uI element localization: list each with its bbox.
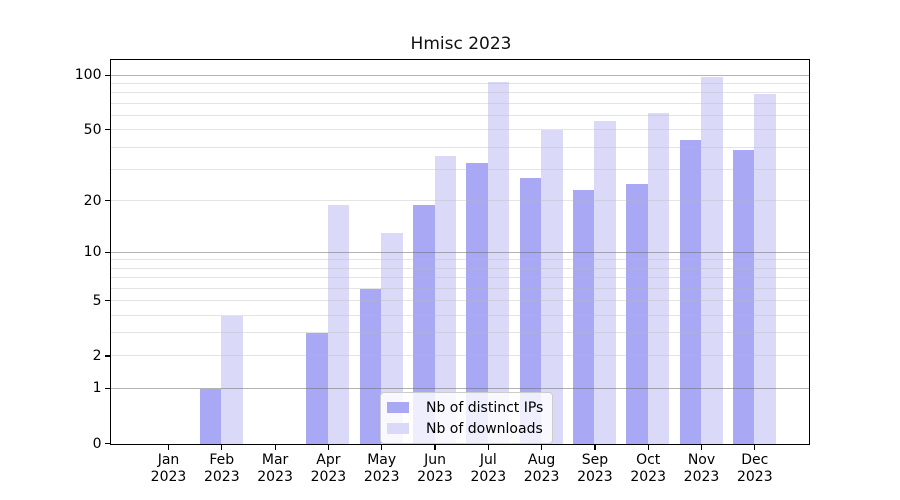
y-gridline-50 (111, 129, 809, 131)
y-gridline-100 (111, 74, 809, 76)
y-gridline-30 (111, 168, 809, 170)
bar-downloads-may (381, 233, 403, 444)
legend-item-downloads: Nb of downloads (387, 419, 543, 438)
y-tick-label-2: 2 (92, 347, 102, 364)
y-gridline-6 (111, 287, 809, 289)
bar-downloads-nov (701, 77, 723, 444)
y-tick-20 (104, 199, 110, 202)
x-tick-label-dec: Dec 2023 (736, 451, 773, 486)
bar-downloads-jun (434, 155, 456, 444)
bar-downloads-aug (541, 130, 563, 444)
x-tick-label-apr: Apr 2023 (310, 451, 347, 486)
x-tick-label-jun: Jun 2023 (417, 451, 453, 486)
x-tick-jan (167, 445, 170, 450)
y-tick-label-10: 10 (83, 244, 102, 261)
y-tick-2 (104, 355, 110, 357)
bar-downloads-sep (594, 121, 616, 444)
bar-downloads-dec (754, 94, 776, 444)
y-tick-label-20: 20 (83, 192, 102, 209)
y-tick-100 (104, 74, 110, 76)
bar-distinct-ips-aug (519, 178, 542, 444)
y-tick-label-100: 100 (74, 67, 102, 84)
bar-distinct-ips-dec (732, 149, 755, 444)
legend-swatch-distinct-ips (387, 402, 409, 413)
y-tick-0 (104, 442, 110, 445)
legend-swatch-downloads (387, 423, 409, 434)
legend-item-distinct-ips: Nb of distinct IPs (387, 398, 543, 417)
y-gridline-90 (111, 83, 809, 85)
y-gridline-40 (111, 146, 809, 148)
y-tick-label-5: 5 (92, 292, 102, 309)
y-gridline-2 (111, 355, 809, 357)
y-gridline-1 (111, 387, 809, 389)
legend-label-distinct-ips: Nb of distinct IPs (426, 399, 544, 416)
bar-downloads-apr (327, 204, 350, 444)
bar-distinct-ips-sep (572, 190, 595, 444)
bar-distinct-ips-nov (679, 140, 701, 444)
y-gridline-10 (111, 251, 809, 253)
x-tick-label-nov: Nov 2023 (683, 451, 720, 486)
y-tick-5 (104, 299, 110, 302)
legend-label-downloads: Nb of downloads (426, 420, 543, 437)
y-gridline-20 (111, 200, 809, 202)
bar-distinct-ips-apr (306, 333, 328, 444)
chart-title: Hmisc 2023 (410, 34, 512, 54)
y-gridline-9 (111, 259, 809, 261)
bar-distinct-ips-oct (626, 184, 648, 444)
x-tick-mar (274, 445, 276, 450)
bar-distinct-ips-may (359, 288, 382, 444)
bar-downloads-jul (487, 82, 510, 444)
y-gridline-80 (111, 92, 809, 94)
bar-distinct-ips-jul (466, 162, 488, 444)
bar-downloads-feb (221, 315, 243, 444)
bar-distinct-ips-feb (199, 388, 222, 444)
y-tick-label-50: 50 (83, 121, 102, 138)
x-tick-label-jul: Jul 2023 (470, 451, 507, 486)
x-tick-may (381, 445, 383, 450)
y-gridline-8 (111, 267, 809, 269)
y-gridline-5 (111, 300, 809, 302)
y-gridline-4 (111, 314, 809, 316)
x-tick-oct (647, 445, 649, 450)
y-tick-label-1: 1 (92, 380, 102, 397)
x-tick-jun (434, 445, 436, 450)
x-tick-label-oct: Oct 2023 (630, 451, 666, 486)
x-tick-apr (327, 445, 330, 450)
x-tick-nov (700, 445, 703, 450)
x-tick-label-may: May 2023 (363, 451, 400, 486)
y-gridline-7 (111, 277, 809, 279)
x-tick-label-mar: Mar 2023 (257, 451, 293, 486)
bar-distinct-ips-jun (413, 204, 435, 444)
y-gridline-3 (111, 332, 809, 334)
y-gridline-70 (111, 102, 809, 104)
bar-downloads-oct (647, 113, 670, 444)
x-tick-aug (541, 445, 543, 450)
x-tick-label-feb: Feb 2023 (203, 451, 240, 486)
y-tick-1 (104, 387, 110, 389)
y-tick-label-0: 0 (92, 435, 102, 452)
y-tick-50 (104, 129, 110, 131)
x-tick-label-sep: Sep 2023 (577, 451, 613, 486)
x-tick-jul (487, 445, 489, 450)
legend: Nb of distinct IPs Nb of downloads (380, 392, 554, 444)
y-tick-10 (104, 251, 110, 253)
x-tick-sep (594, 445, 596, 450)
x-tick-label-aug: Aug 2023 (523, 451, 560, 486)
plot-area (110, 59, 810, 445)
x-tick-feb (221, 445, 223, 450)
y-gridline-60 (111, 114, 809, 116)
x-tick-dec (754, 445, 756, 450)
x-tick-label-jan: Jan 2023 (150, 451, 187, 486)
